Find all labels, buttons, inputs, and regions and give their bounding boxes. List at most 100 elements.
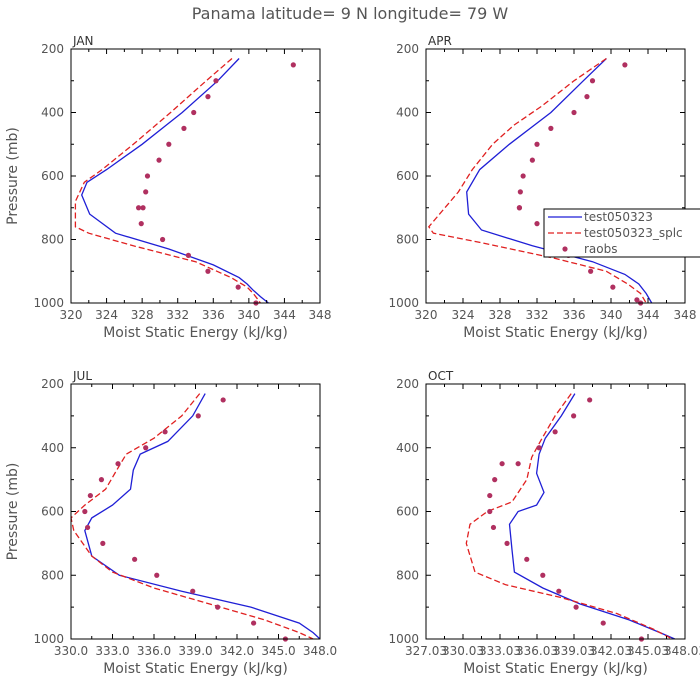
raobs-point <box>490 524 497 531</box>
panel-apr: APR 320 324 328 332 336 340 344 348 200 400 600 800 1… <box>388 34 696 341</box>
raobs-point <box>205 94 211 100</box>
x-tick-label: 328 <box>489 308 512 322</box>
y-tick-label: 800 <box>41 233 64 247</box>
model-line <box>466 58 653 303</box>
raobs-point <box>185 252 191 258</box>
x-tick-label: 328 <box>131 308 154 322</box>
x-tick-label: 348 <box>309 308 332 322</box>
y-tick-label: 800 <box>396 233 419 247</box>
y-tick-label: 400 <box>396 106 419 120</box>
y-tick-label: 200 <box>41 42 64 56</box>
y-tick-label: 800 <box>396 568 419 582</box>
y-tick-label: 1000 <box>388 296 419 310</box>
raobs-point <box>536 445 542 451</box>
model-line <box>80 58 269 303</box>
raobs-point <box>235 284 241 290</box>
raobs-point <box>251 620 257 626</box>
raobs-point <box>215 604 221 610</box>
raobs-point <box>220 397 226 403</box>
splc-line <box>465 393 673 639</box>
x-tick-label: 336 <box>202 308 225 322</box>
raobs-point <box>143 445 149 451</box>
splc-line <box>74 58 261 303</box>
x-tick-label: 336 <box>563 308 586 322</box>
raobs-point <box>138 221 144 227</box>
raobs-point <box>588 268 594 274</box>
x-tick-label: 336.03 <box>516 644 558 658</box>
x-axis-label: Moist Static Energy (kJ/kg) <box>103 325 288 341</box>
raobs-point <box>492 477 498 483</box>
y-tick-label: 1000 <box>388 632 419 646</box>
raobs-point <box>487 492 493 499</box>
x-tick-label: 320 <box>415 308 438 322</box>
panel-title: JAN <box>72 34 94 48</box>
raobs-point <box>487 508 493 515</box>
legend-swatch-raobs <box>562 246 568 252</box>
y-tick-label: 600 <box>396 505 419 519</box>
splc-line <box>427 57 647 303</box>
x-tick-label: 348.0 <box>303 644 337 658</box>
raobs-point <box>144 173 151 179</box>
y-tick-label: 600 <box>41 169 64 183</box>
y-tick-label: 800 <box>41 568 64 582</box>
panel-title: OCT <box>428 369 454 383</box>
raobs-point <box>156 157 162 163</box>
raobs-point <box>515 461 521 467</box>
raobs-point <box>190 588 196 594</box>
axes-frame <box>425 383 686 640</box>
raobs-point <box>154 572 160 578</box>
y-tick-label: 600 <box>396 169 419 183</box>
raobs-point <box>499 461 505 467</box>
panel-title: APR <box>428 34 452 48</box>
raobs-point <box>584 94 590 100</box>
axes-frame <box>425 48 686 304</box>
model-line <box>84 393 320 639</box>
x-tick-label: 339.03 <box>553 644 595 658</box>
raobs-point <box>140 205 146 211</box>
x-tick-label: 330.0 <box>54 644 88 658</box>
x-axis-label: Moist Static Energy (kJ/kg) <box>463 661 648 677</box>
x-tick-label: 320 <box>60 308 83 322</box>
raobs-point <box>587 397 593 403</box>
raobs-point <box>143 189 149 195</box>
y-tick-label: 1000 <box>33 296 64 310</box>
axes-frame <box>70 383 321 640</box>
y-tick-label: 1000 <box>33 632 64 646</box>
x-tick-label: 333.0 <box>95 644 129 658</box>
raobs-point <box>159 236 166 243</box>
raobs-point <box>540 572 546 578</box>
x-tick-label: 344 <box>637 308 660 322</box>
legend-label-model: test050323 <box>584 210 653 224</box>
raobs-point <box>548 125 554 131</box>
axes-frame <box>70 48 321 304</box>
x-tick-label: 342.03 <box>590 644 632 658</box>
x-tick-label: 348 <box>674 308 697 322</box>
x-axis-label: Moist Static Energy (kJ/kg) <box>463 325 648 341</box>
raobs-point <box>115 461 121 467</box>
x-tick-label: 339.0 <box>178 644 212 658</box>
raobs-point <box>290 62 296 68</box>
y-tick-label: 200 <box>396 42 419 56</box>
y-tick-label: 400 <box>396 441 419 455</box>
x-tick-label: 332 <box>526 308 549 322</box>
raobs-point <box>213 78 219 84</box>
y-tick-label: 400 <box>41 106 64 120</box>
y-tick-label: 200 <box>41 377 64 391</box>
raobs-point <box>634 297 640 303</box>
panel-jan: JAN 320 324 328 332 336 340 344 348 200 400 600 800 1… <box>5 34 331 341</box>
raobs-point <box>520 173 526 179</box>
x-tick-label: 348.03 <box>664 644 700 658</box>
raobs-point <box>98 477 105 483</box>
x-tick-label: 332 <box>166 308 189 322</box>
raobs-point <box>556 588 562 594</box>
raobs-point <box>205 268 211 274</box>
legend: test050323 test050323_splc raobs <box>543 208 700 258</box>
y-axis-label: Pressure (mb) <box>5 463 21 561</box>
panel-jul: JUL 330.0 333.0 336.0 339.0 342.0 345.0 348.0 20… <box>5 369 337 677</box>
raobs-point <box>589 78 596 84</box>
y-axis-label: Pressure (mb) <box>5 127 21 225</box>
raobs-point <box>181 125 187 131</box>
raobs-point <box>552 429 558 435</box>
raobs-point <box>534 141 540 147</box>
figure-title: Panama latitude= 9 N longitude= 79 W <box>192 4 509 23</box>
